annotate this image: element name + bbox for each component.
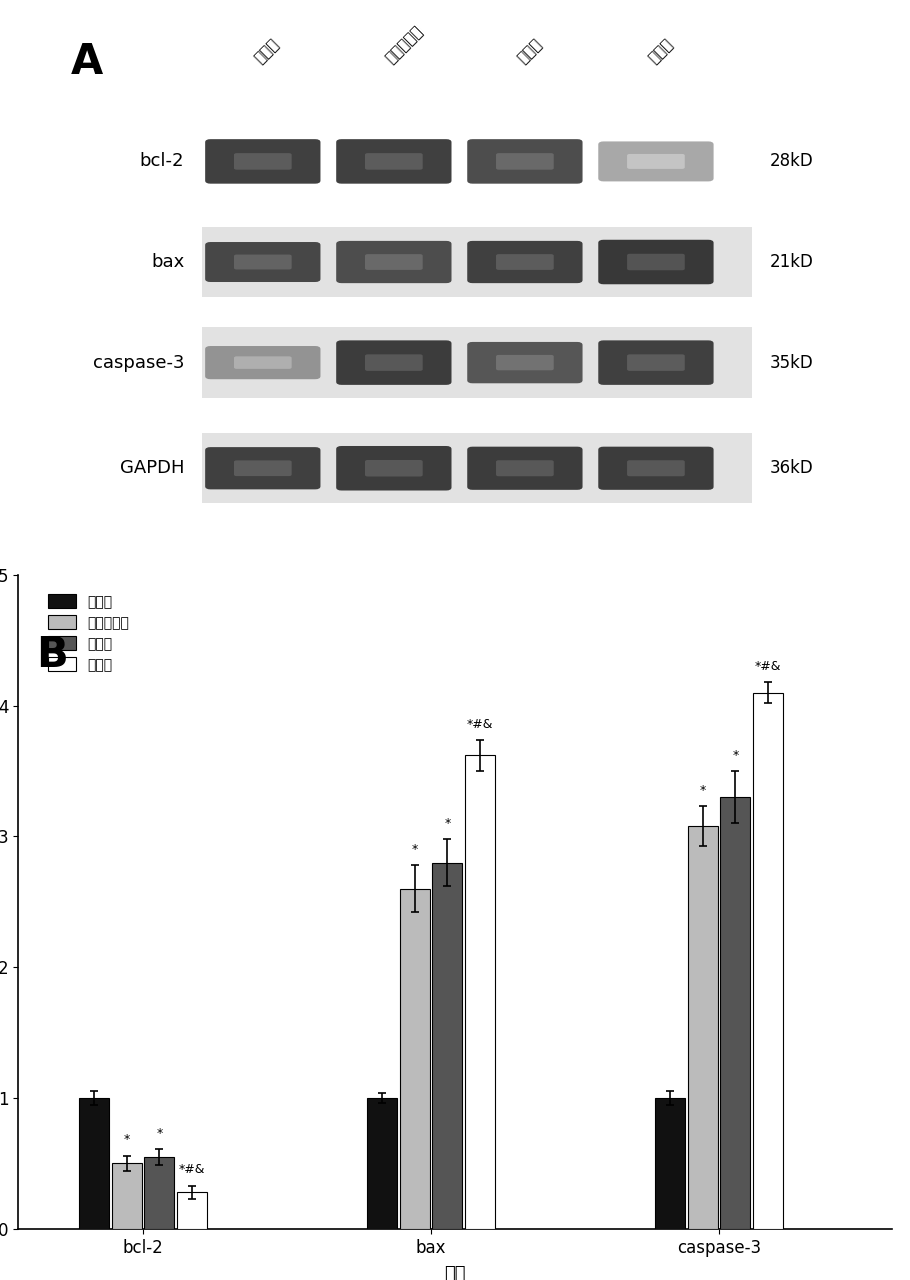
FancyBboxPatch shape: [205, 140, 320, 183]
FancyBboxPatch shape: [202, 433, 752, 503]
Text: 36kD: 36kD: [770, 460, 814, 477]
FancyBboxPatch shape: [205, 242, 320, 282]
FancyBboxPatch shape: [365, 355, 422, 371]
FancyBboxPatch shape: [598, 447, 713, 490]
FancyBboxPatch shape: [627, 355, 684, 371]
FancyBboxPatch shape: [467, 447, 582, 490]
Text: GAPDH: GAPDH: [120, 460, 184, 477]
FancyBboxPatch shape: [234, 461, 291, 476]
FancyBboxPatch shape: [598, 239, 713, 284]
Text: A: A: [71, 41, 103, 83]
Text: caspase-3: caspase-3: [93, 353, 184, 371]
Bar: [753, 692, 783, 1229]
FancyBboxPatch shape: [467, 342, 582, 383]
FancyBboxPatch shape: [467, 241, 582, 283]
FancyBboxPatch shape: [336, 445, 451, 490]
Text: *#&: *#&: [754, 660, 781, 673]
FancyBboxPatch shape: [234, 356, 291, 369]
FancyBboxPatch shape: [336, 340, 451, 385]
Text: bcl-2: bcl-2: [139, 152, 184, 170]
Bar: [177, 1192, 207, 1229]
FancyBboxPatch shape: [496, 461, 553, 476]
Bar: [112, 1164, 142, 1229]
FancyBboxPatch shape: [496, 154, 553, 170]
Text: *#&: *#&: [467, 718, 493, 731]
Bar: [721, 797, 751, 1229]
Bar: [432, 863, 462, 1229]
Text: *: *: [124, 1133, 130, 1147]
FancyBboxPatch shape: [205, 346, 320, 379]
Bar: [465, 755, 495, 1229]
Text: *: *: [444, 817, 450, 829]
FancyBboxPatch shape: [336, 140, 451, 183]
Text: 21kD: 21kD: [770, 253, 814, 271]
FancyBboxPatch shape: [496, 255, 553, 270]
FancyBboxPatch shape: [598, 141, 713, 182]
FancyBboxPatch shape: [598, 340, 713, 385]
FancyBboxPatch shape: [234, 255, 291, 270]
FancyBboxPatch shape: [496, 355, 553, 370]
Text: 28kD: 28kD: [770, 152, 814, 170]
Text: 肥胖组: 肥胖组: [645, 36, 675, 65]
FancyBboxPatch shape: [365, 460, 422, 476]
FancyBboxPatch shape: [234, 154, 291, 170]
Text: *#&: *#&: [178, 1164, 206, 1176]
Bar: [367, 1098, 397, 1229]
Legend: 对照组, 正常体重组, 超重组, 肥胖组: 对照组, 正常体重组, 超重组, 肥胖组: [43, 589, 135, 677]
Text: 正常体重组: 正常体重组: [383, 23, 426, 65]
Text: bax: bax: [151, 253, 184, 271]
Text: *: *: [733, 749, 738, 762]
FancyBboxPatch shape: [627, 154, 684, 169]
FancyBboxPatch shape: [365, 154, 422, 170]
Bar: [79, 1098, 109, 1229]
Bar: [145, 1157, 175, 1229]
Bar: [655, 1098, 685, 1229]
FancyBboxPatch shape: [202, 227, 752, 297]
FancyBboxPatch shape: [202, 328, 752, 398]
FancyBboxPatch shape: [205, 447, 320, 489]
FancyBboxPatch shape: [627, 461, 684, 476]
Text: B: B: [36, 634, 68, 676]
X-axis label: 分组: 分组: [444, 1265, 466, 1280]
FancyBboxPatch shape: [336, 241, 451, 283]
FancyBboxPatch shape: [467, 140, 582, 183]
Text: 35kD: 35kD: [770, 353, 814, 371]
Text: *: *: [157, 1126, 163, 1140]
Text: 超重组: 超重组: [514, 36, 544, 65]
Text: *: *: [700, 785, 706, 797]
Text: *: *: [411, 844, 418, 856]
FancyBboxPatch shape: [365, 255, 422, 270]
Bar: [399, 888, 430, 1229]
Text: 对照组: 对照组: [252, 36, 282, 65]
Bar: [688, 826, 718, 1229]
FancyBboxPatch shape: [627, 253, 684, 270]
